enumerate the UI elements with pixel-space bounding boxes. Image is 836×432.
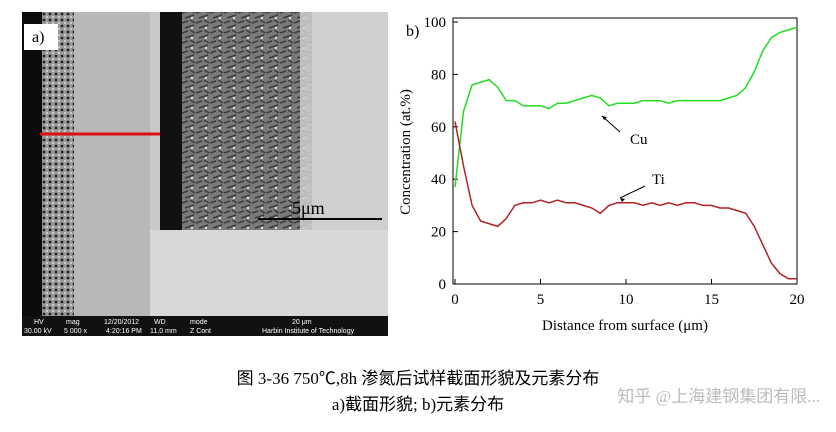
y-axis-title: Concentration (at.%)	[398, 89, 414, 215]
x-tick-label: 10	[619, 292, 634, 308]
y-tick-label: 100	[424, 15, 447, 31]
y-tick-label: 20	[431, 225, 446, 241]
y-tick-label: 40	[431, 172, 446, 188]
x-tick-label: 5	[537, 292, 545, 308]
arrow-head	[620, 198, 625, 202]
caption-subtitle: a)截面形貌; b)元素分布	[332, 395, 504, 414]
info-text: 5 000 x	[64, 328, 87, 335]
annotation-arrow	[619, 185, 646, 199]
x-axis-title: Distance from surface (μm)	[542, 318, 708, 334]
info-text: mode	[190, 319, 208, 326]
x-tick-label: 15	[704, 292, 719, 308]
info-text: mag	[66, 319, 80, 326]
sem-image: a) 5μm HV 30.00 kV mag 5 000 x 12/20/201…	[22, 12, 388, 336]
info-text: 11.0 mm	[150, 328, 177, 335]
info-text: 20 μm	[292, 319, 312, 326]
info-text: Harbin Institute of Technology	[262, 328, 355, 335]
x-tick-label: 20	[790, 292, 805, 308]
info-text: Z Cont	[190, 328, 211, 335]
caption-title: 图 3-36 750℃,8h 渗氮后试样截面形貌及元素分布	[237, 369, 600, 388]
panel-label: a)	[32, 29, 44, 46]
x-tick-label: 0	[451, 292, 459, 308]
y-tick-label: 60	[431, 120, 446, 136]
series-label: Ti	[652, 172, 665, 188]
chart: b) Distance from surface (μm) Concentrat…	[398, 15, 805, 334]
info-text: 4:20:16 PM	[106, 328, 142, 335]
panel-label: b)	[406, 23, 419, 40]
data-line	[454, 121, 797, 280]
scale-bar-label: 5μm	[292, 198, 325, 218]
arrow-head	[602, 116, 607, 120]
series-label: Cu	[630, 132, 648, 148]
info-bar: HV 30.00 kV mag 5 000 x 12/20/2012 4:20:…	[22, 316, 388, 336]
data-line	[454, 26, 798, 188]
watermark: 知乎 @上海建钢集团有限...	[617, 387, 820, 406]
info-text: HV	[34, 319, 44, 326]
info-text: WD	[154, 319, 166, 326]
y-tick-label: 0	[439, 277, 447, 293]
info-text: 30.00 kV	[24, 328, 52, 335]
info-text: 12/20/2012	[104, 319, 139, 326]
y-tick-label: 80	[431, 67, 446, 83]
